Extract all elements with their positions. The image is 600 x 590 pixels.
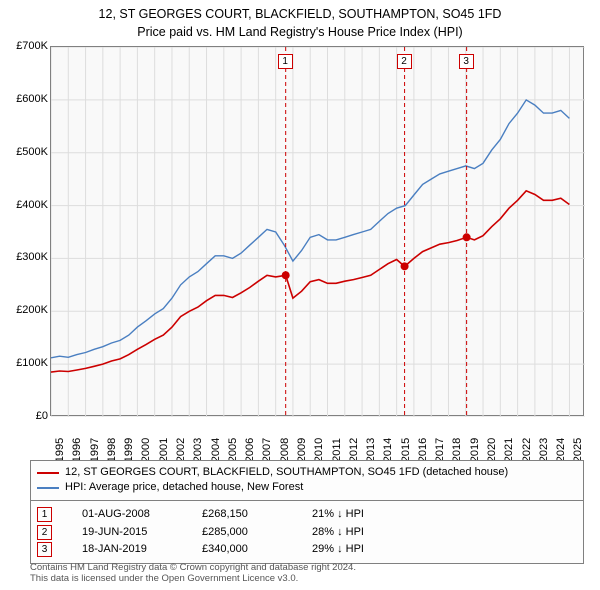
x-tick-label: 2004 bbox=[210, 438, 222, 462]
title-block: 12, ST GEORGES COURT, BLACKFIELD, SOUTHA… bbox=[0, 0, 600, 41]
legend-swatch bbox=[37, 487, 59, 489]
event-marker-number: 2 bbox=[37, 525, 52, 540]
event-marker-number: 1 bbox=[37, 507, 52, 522]
event-pct: 28% ↓ HPI bbox=[312, 524, 412, 542]
y-tick-label: £300K bbox=[16, 251, 48, 263]
y-tick-label: £400K bbox=[16, 199, 48, 211]
footer-line-1: Contains HM Land Registry data © Crown c… bbox=[30, 562, 584, 573]
legend-box: 12, ST GEORGES COURT, BLACKFIELD, SOUTHA… bbox=[30, 460, 584, 501]
x-tick-label: 2012 bbox=[348, 438, 360, 462]
event-pct: 21% ↓ HPI bbox=[312, 506, 412, 524]
x-tick-label: 2000 bbox=[140, 438, 152, 462]
y-tick-label: £0 bbox=[36, 410, 48, 422]
title-line-2: Price paid vs. HM Land Registry's House … bbox=[0, 24, 600, 42]
event-marker-box: 3 bbox=[459, 54, 474, 69]
x-tick-label: 2016 bbox=[417, 438, 429, 462]
x-tick-label: 2021 bbox=[503, 438, 515, 462]
legend-row: HPI: Average price, detached house, New … bbox=[37, 480, 577, 495]
event-date: 18-JAN-2019 bbox=[82, 541, 172, 559]
event-pct: 29% ↓ HPI bbox=[312, 541, 412, 559]
x-tick-label: 2018 bbox=[451, 438, 463, 462]
x-tick-label: 2003 bbox=[192, 438, 204, 462]
x-tick-label: 2006 bbox=[244, 438, 256, 462]
x-tick-label: 2014 bbox=[382, 438, 394, 462]
x-tick-label: 2024 bbox=[555, 438, 567, 462]
legend-swatch bbox=[37, 472, 59, 474]
x-tick-label: 2009 bbox=[296, 438, 308, 462]
x-tick-label: 1997 bbox=[89, 438, 101, 462]
y-tick-label: £200K bbox=[16, 304, 48, 316]
x-tick-label: 2010 bbox=[313, 438, 325, 462]
event-marker-box: 1 bbox=[278, 54, 293, 69]
x-tick-label: 1998 bbox=[106, 438, 118, 462]
event-price: £285,000 bbox=[202, 524, 282, 542]
x-tick-label: 2025 bbox=[572, 438, 584, 462]
event-marker-number: 3 bbox=[37, 542, 52, 557]
event-date: 01-AUG-2008 bbox=[82, 506, 172, 524]
x-tick-label: 2023 bbox=[538, 438, 550, 462]
y-tick-label: £500K bbox=[16, 146, 48, 158]
x-tick-label: 2015 bbox=[400, 438, 412, 462]
x-tick-label: 2005 bbox=[227, 438, 239, 462]
y-tick-label: £100K bbox=[16, 357, 48, 369]
x-tick-label: 2022 bbox=[521, 438, 533, 462]
event-marker-box: 2 bbox=[397, 54, 412, 69]
y-tick-label: £700K bbox=[16, 40, 48, 52]
footer-line-2: This data is licensed under the Open Gov… bbox=[30, 573, 584, 584]
x-tick-label: 2001 bbox=[158, 438, 170, 462]
x-tick-label: 2007 bbox=[261, 438, 273, 462]
x-tick-label: 2019 bbox=[469, 438, 481, 462]
x-tick-label: 1996 bbox=[71, 438, 83, 462]
title-line-1: 12, ST GEORGES COURT, BLACKFIELD, SOUTHA… bbox=[0, 6, 600, 24]
x-tick-label: 2011 bbox=[331, 438, 343, 462]
events-table: 1 01-AUG-2008 £268,150 21% ↓ HPI 2 19-JU… bbox=[30, 500, 584, 564]
x-tick-label: 1999 bbox=[123, 438, 135, 462]
x-tick-label: 2013 bbox=[365, 438, 377, 462]
x-tick-label: 2020 bbox=[486, 438, 498, 462]
event-row: 2 19-JUN-2015 £285,000 28% ↓ HPI bbox=[37, 524, 577, 542]
event-price: £268,150 bbox=[202, 506, 282, 524]
chart-svg bbox=[51, 47, 585, 417]
event-row: 1 01-AUG-2008 £268,150 21% ↓ HPI bbox=[37, 506, 577, 524]
chart-container: 12, ST GEORGES COURT, BLACKFIELD, SOUTHA… bbox=[0, 0, 600, 590]
y-tick-label: £600K bbox=[16, 93, 48, 105]
x-tick-label: 2017 bbox=[434, 438, 446, 462]
x-tick-label: 1995 bbox=[54, 438, 66, 462]
x-tick-label: 2008 bbox=[279, 438, 291, 462]
legend-text: HPI: Average price, detached house, New … bbox=[65, 480, 303, 495]
chart-plot-area bbox=[50, 46, 584, 416]
legend-text: 12, ST GEORGES COURT, BLACKFIELD, SOUTHA… bbox=[65, 465, 508, 480]
footer-attribution: Contains HM Land Registry data © Crown c… bbox=[30, 562, 584, 585]
event-date: 19-JUN-2015 bbox=[82, 524, 172, 542]
event-row: 3 18-JAN-2019 £340,000 29% ↓ HPI bbox=[37, 541, 577, 559]
x-tick-label: 2002 bbox=[175, 438, 187, 462]
event-price: £340,000 bbox=[202, 541, 282, 559]
legend-row: 12, ST GEORGES COURT, BLACKFIELD, SOUTHA… bbox=[37, 465, 577, 480]
